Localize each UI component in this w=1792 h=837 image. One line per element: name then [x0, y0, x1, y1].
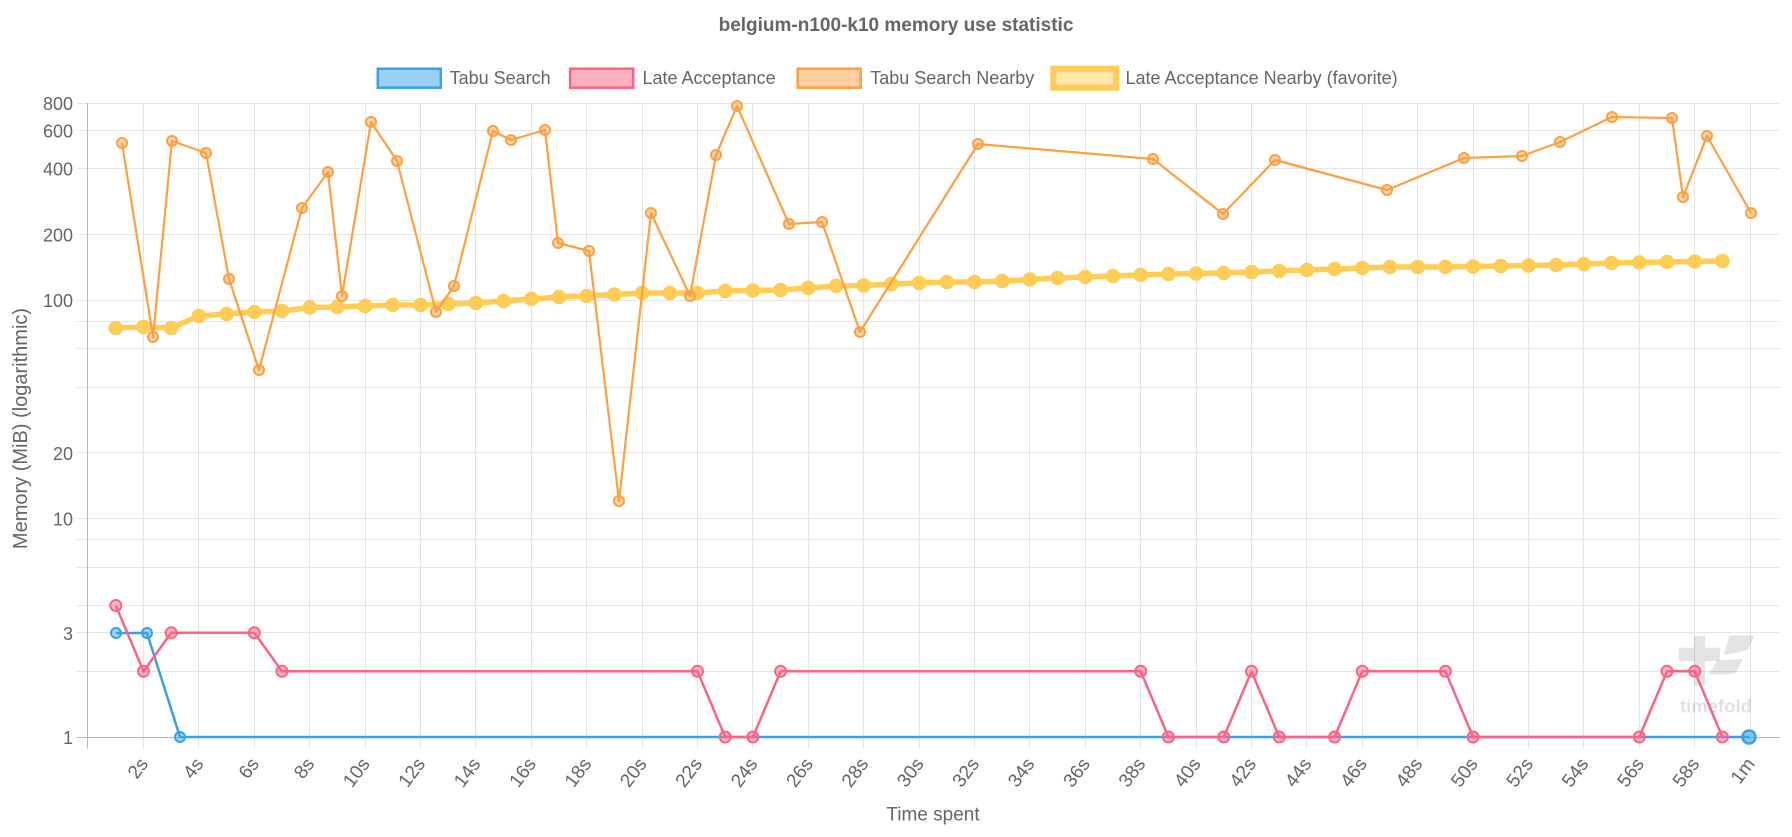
- svg-text:Tabu Search Nearby: Tabu Search Nearby: [870, 68, 1034, 88]
- svg-text:Late Acceptance: Late Acceptance: [643, 68, 776, 88]
- svg-text:Tabu Search: Tabu Search: [450, 68, 551, 88]
- svg-text:600: 600: [43, 121, 73, 141]
- svg-text:800: 800: [43, 94, 73, 114]
- svg-text:200: 200: [43, 226, 73, 246]
- svg-text:timefold: timefold: [1680, 696, 1752, 717]
- svg-text:20: 20: [53, 444, 73, 464]
- svg-text:400: 400: [43, 160, 73, 180]
- svg-text:100: 100: [43, 291, 73, 311]
- svg-text:10: 10: [53, 510, 73, 530]
- svg-text:3: 3: [63, 624, 73, 644]
- svg-text:belgium-n100-k10 memory use st: belgium-n100-k10 memory use statistic: [719, 15, 1074, 36]
- svg-text:Memory (MiB) (logarithmic): Memory (MiB) (logarithmic): [10, 308, 32, 549]
- svg-text:1: 1: [63, 728, 73, 748]
- svg-text:Time spent: Time spent: [886, 805, 980, 826]
- svg-text:Late Acceptance Nearby (favori: Late Acceptance Nearby (favorite): [1126, 68, 1398, 88]
